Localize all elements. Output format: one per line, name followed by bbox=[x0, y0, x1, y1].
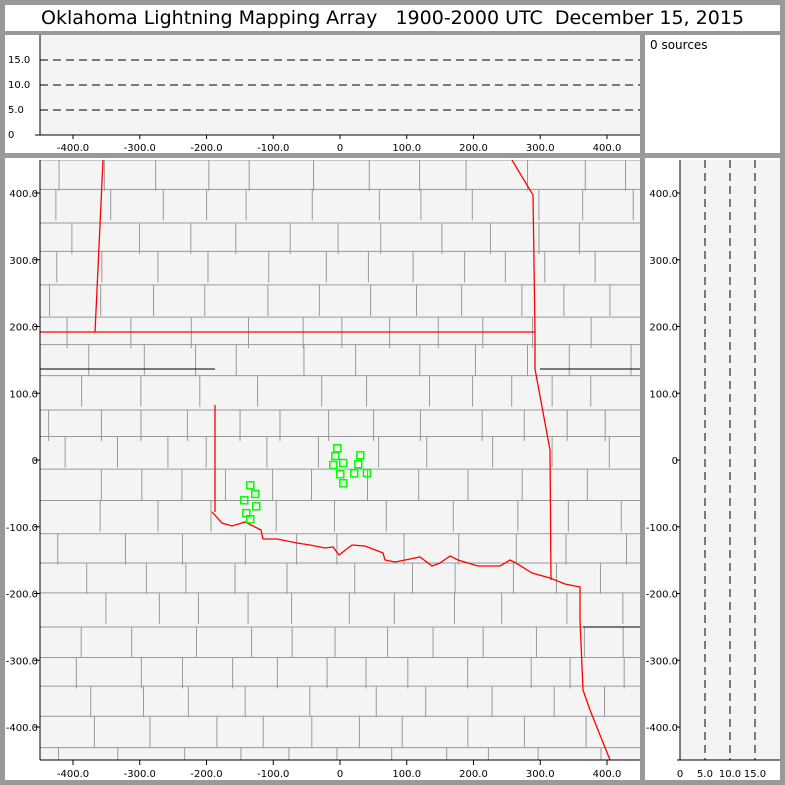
x-tick-label: 0 bbox=[677, 769, 683, 780]
station-marker bbox=[251, 489, 260, 499]
x-tick-label: -100.0 bbox=[257, 143, 289, 154]
y-tick-label: 10.0 bbox=[8, 80, 30, 91]
y-tick-label: 400.0 bbox=[9, 189, 38, 200]
x-tick-label: 400.0 bbox=[593, 769, 622, 780]
x-tick-label: 10.0 bbox=[719, 769, 741, 780]
station-markers bbox=[240, 444, 372, 524]
station-marker bbox=[329, 460, 338, 470]
oklahoma-east-border bbox=[511, 160, 552, 581]
x-tick-label: -300.0 bbox=[124, 769, 156, 780]
x-tick-label: -200.0 bbox=[190, 143, 222, 154]
y-tick-label: 300.0 bbox=[9, 256, 38, 267]
station-marker bbox=[362, 468, 372, 478]
y-tick-label: 0 bbox=[32, 456, 38, 467]
plot-title: Oklahoma Lightning Mapping Array 1900-20… bbox=[5, 5, 780, 31]
state-boundaries bbox=[40, 160, 640, 760]
red-river-border bbox=[211, 511, 611, 760]
x-tick-label: 200.0 bbox=[459, 143, 488, 154]
x-tick-label: 300.0 bbox=[526, 769, 555, 780]
y-tick-label: 15.0 bbox=[8, 55, 30, 66]
y-tick-label: 100.0 bbox=[649, 389, 678, 400]
station-marker bbox=[246, 481, 255, 490]
x-tick-label: -400.0 bbox=[57, 769, 89, 780]
station-marker bbox=[356, 451, 365, 460]
x-tick-label: 300.0 bbox=[526, 143, 555, 154]
y-tick-label: 0 bbox=[8, 130, 14, 141]
x-tick-label: -300.0 bbox=[124, 143, 156, 154]
y-tick-label: -200.0 bbox=[6, 590, 38, 601]
station-marker bbox=[252, 502, 261, 511]
x-tick-label: 100.0 bbox=[392, 769, 421, 780]
station-marker bbox=[240, 496, 249, 505]
colorado-kansas-border bbox=[94, 160, 104, 333]
y-tick-label: 400.0 bbox=[649, 189, 678, 200]
county-boundaries bbox=[40, 160, 640, 760]
y-tick-label: 100.0 bbox=[9, 389, 38, 400]
station-marker bbox=[336, 470, 345, 479]
y-tick-label: 200.0 bbox=[649, 323, 678, 334]
x-tick-label: 5.0 bbox=[697, 769, 713, 780]
x-tick-label: 400.0 bbox=[593, 143, 622, 154]
y-tick-label: -300.0 bbox=[646, 656, 678, 667]
y-tick-label: -400.0 bbox=[646, 723, 678, 734]
source-count-label: 0 sources bbox=[650, 38, 708, 52]
x-tick-label: -200.0 bbox=[190, 769, 222, 780]
station-marker bbox=[339, 479, 348, 488]
y-tick-label: 5.0 bbox=[8, 105, 24, 116]
y-tick-label: -300.0 bbox=[6, 656, 38, 667]
y-tick-label: -100.0 bbox=[646, 523, 678, 534]
station-marker bbox=[339, 458, 348, 468]
station-marker bbox=[246, 515, 255, 524]
x-tick-label: -100.0 bbox=[257, 769, 289, 780]
x-tick-label: 0 bbox=[337, 143, 343, 154]
y-tick-label: -200.0 bbox=[646, 590, 678, 601]
y-tick-label: -400.0 bbox=[6, 723, 38, 734]
station-marker bbox=[350, 469, 359, 478]
y-tick-label: 0 bbox=[672, 456, 678, 467]
station-marker bbox=[354, 460, 363, 469]
x-tick-label: 200.0 bbox=[459, 769, 488, 780]
source-count-panel: 0 sources bbox=[645, 35, 780, 153]
x-tick-label: 0 bbox=[337, 769, 343, 780]
y-tick-label: -100.0 bbox=[6, 523, 38, 534]
x-tick-label: 100.0 bbox=[392, 143, 421, 154]
y-tick-label: 200.0 bbox=[9, 323, 38, 334]
x-tick-label: 15.0 bbox=[744, 769, 766, 780]
x-tick-label: -400.0 bbox=[57, 143, 89, 154]
y-tick-label: 300.0 bbox=[649, 256, 678, 267]
station-marker bbox=[331, 451, 340, 461]
